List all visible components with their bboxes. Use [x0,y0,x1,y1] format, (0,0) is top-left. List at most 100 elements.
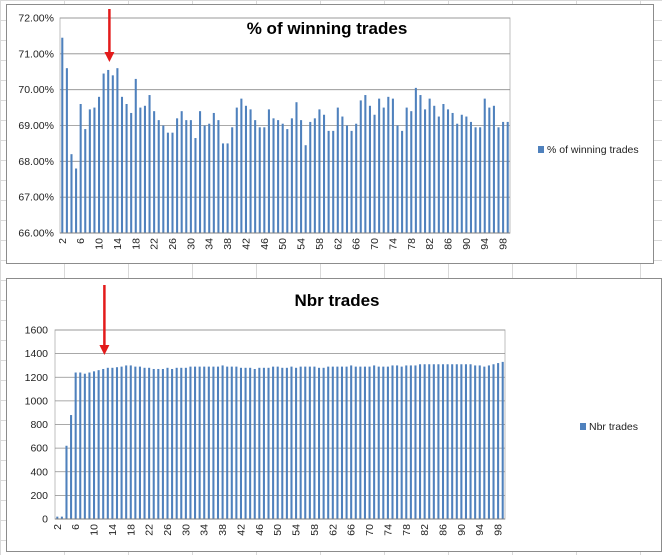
bar[interactable] [336,366,339,519]
bar[interactable] [455,364,458,519]
bar[interactable] [350,130,353,233]
bar[interactable] [497,127,500,233]
bar[interactable] [184,367,187,519]
bar[interactable] [396,365,399,519]
bar[interactable] [263,127,266,233]
bar[interactable] [166,367,169,519]
bar[interactable] [479,127,482,233]
bar[interactable] [134,78,137,234]
bar[interactable] [249,367,252,519]
bar[interactable] [318,109,321,233]
bar[interactable] [198,366,201,519]
bar[interactable] [166,132,169,233]
bar[interactable] [401,130,404,233]
bar[interactable] [327,130,330,233]
bar[interactable] [474,365,477,519]
bar[interactable] [102,73,105,234]
bar[interactable] [107,69,110,233]
bar[interactable] [317,367,321,519]
bar[interactable] [130,112,133,233]
bar[interactable] [189,120,192,233]
bar[interactable] [185,120,188,233]
bar[interactable] [409,365,412,519]
bar[interactable] [290,366,293,519]
bar[interactable] [88,109,91,233]
bar[interactable] [56,516,59,519]
bar[interactable] [451,112,454,233]
bar[interactable] [239,367,243,519]
bar[interactable] [161,368,164,519]
bar[interactable] [171,368,174,519]
bar[interactable] [83,373,86,519]
bar[interactable] [180,367,183,519]
bar[interactable] [382,366,385,519]
bar[interactable] [286,129,289,233]
bar[interactable] [143,367,146,519]
bar[interactable] [125,365,128,519]
bar[interactable] [442,104,445,233]
bar[interactable] [290,118,293,233]
bar[interactable] [410,111,413,233]
bar[interactable] [157,120,160,233]
bar[interactable] [249,109,252,233]
bar[interactable] [216,366,220,519]
bar[interactable] [194,366,197,519]
bar[interactable] [396,125,399,234]
bar[interactable] [272,366,275,519]
bar[interactable] [153,111,156,233]
bar[interactable] [373,365,376,519]
bar[interactable] [240,98,243,233]
bar[interactable] [235,366,238,519]
bar[interactable] [120,96,124,233]
bar[interactable] [373,114,376,233]
bar[interactable] [148,367,151,519]
bar[interactable] [465,116,468,233]
nbr-trades-chart[interactable]: 1600 1400 1200 1000 800 600 400 200 0 2 6 10 14 18 22 2… [6,278,662,552]
bar[interactable] [363,366,366,519]
bar[interactable] [74,372,77,519]
bar[interactable] [492,105,495,233]
bar[interactable] [322,367,325,519]
bar[interactable] [207,366,210,519]
bar[interactable] [441,364,445,519]
bar[interactable] [285,367,288,519]
bar[interactable] [92,371,96,519]
bar[interactable] [203,366,206,519]
bar[interactable] [414,87,417,233]
bar[interactable] [267,109,270,233]
bar[interactable] [386,366,389,519]
bar[interactable] [387,96,390,233]
bar[interactable] [79,372,82,519]
bar[interactable] [304,366,307,519]
bar[interactable] [226,143,229,233]
bar[interactable] [221,143,225,233]
bar[interactable] [488,107,491,233]
bar[interactable] [231,127,234,233]
bar[interactable] [212,112,215,233]
bar[interactable] [199,111,202,233]
bar[interactable] [157,368,160,519]
bar[interactable] [180,111,183,233]
bar[interactable] [456,123,459,233]
bar[interactable] [378,98,381,233]
bar[interactable] [464,364,468,519]
bar[interactable] [79,104,82,233]
bar[interactable] [345,366,348,519]
bar[interactable] [446,109,450,233]
bar[interactable] [152,368,155,519]
bar[interactable] [322,114,326,233]
bar[interactable] [405,365,408,519]
bar[interactable] [299,366,302,519]
bar[interactable] [487,365,490,519]
bar[interactable] [428,364,431,519]
bar[interactable] [304,145,307,233]
bar[interactable] [148,95,151,234]
bar[interactable] [419,364,422,519]
bar[interactable] [93,107,96,233]
bar[interactable] [368,366,371,519]
bar[interactable] [460,114,463,233]
bar[interactable] [230,366,233,519]
bar[interactable] [460,364,463,519]
bar[interactable] [354,366,357,519]
bar[interactable] [88,372,91,519]
